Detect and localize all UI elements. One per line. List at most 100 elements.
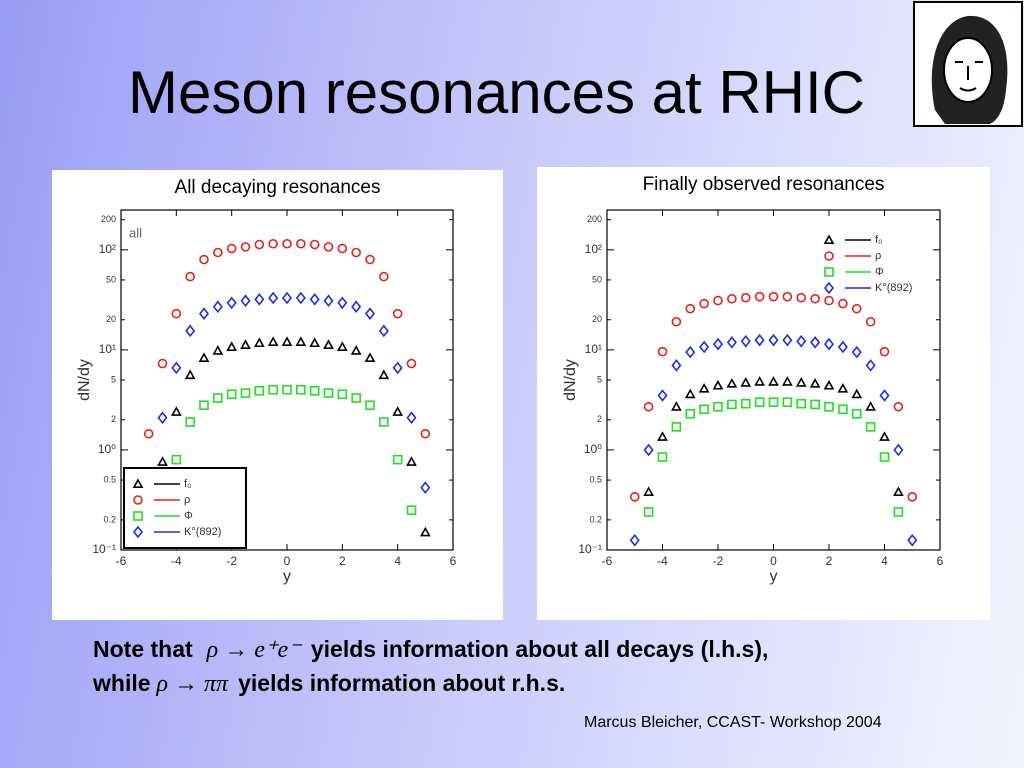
marker — [740, 292, 751, 303]
marker — [295, 291, 306, 305]
marker — [392, 454, 403, 465]
marker — [699, 404, 709, 415]
marker — [379, 417, 389, 427]
marker — [296, 238, 306, 249]
marker — [185, 417, 195, 427]
note-line: while ρ → ππ yields information about r.h.… — [93, 670, 565, 698]
marker — [213, 247, 223, 258]
marker — [171, 454, 182, 465]
y-tick-label: 10⁻¹ — [92, 542, 116, 556]
y-tick-label: 0.5 — [589, 474, 602, 484]
marker — [893, 486, 904, 496]
marker — [823, 337, 835, 351]
marker — [132, 478, 144, 489]
marker — [281, 291, 293, 305]
marker — [893, 507, 904, 517]
marker — [671, 316, 682, 327]
y-tick-label: 5 — [111, 374, 116, 384]
panel — [52, 170, 503, 620]
marker — [810, 336, 821, 349]
marker — [226, 341, 238, 351]
marker — [309, 239, 320, 250]
x-tick-label: -2 — [713, 554, 724, 568]
panel — [537, 167, 990, 620]
marker — [253, 337, 265, 348]
legend-label: ρ — [875, 250, 881, 262]
x-tick-label: 4 — [394, 554, 401, 568]
marker — [879, 452, 890, 462]
marker — [323, 339, 334, 349]
marker — [185, 324, 196, 338]
y-tick-label: 10⁰ — [584, 442, 602, 456]
marker — [712, 379, 724, 390]
marker — [879, 346, 890, 357]
marker — [865, 359, 876, 372]
marker — [907, 492, 918, 502]
marker — [171, 361, 182, 375]
marker — [657, 452, 668, 462]
marker — [309, 337, 321, 348]
marker — [323, 294, 334, 307]
marker — [295, 336, 307, 346]
marker — [740, 334, 751, 348]
marker — [782, 397, 793, 407]
marker — [713, 401, 723, 412]
portrait — [913, 1, 1023, 127]
y-axis-label: dN/dy — [562, 359, 579, 401]
marker — [879, 389, 890, 402]
y-tick-label: 5 — [597, 374, 602, 384]
marker — [240, 242, 251, 252]
y-tick-label: 200 — [587, 214, 602, 224]
marker — [795, 377, 807, 387]
slide-title: Meson resonances at RHIC — [128, 59, 865, 126]
marker — [698, 382, 710, 393]
y-tick-label: 2 — [111, 414, 116, 424]
marker — [657, 346, 668, 357]
marker — [351, 393, 361, 403]
marker — [671, 401, 682, 411]
marker — [268, 384, 278, 395]
marker — [198, 307, 210, 320]
marker — [824, 295, 834, 306]
x-axis-label: y — [770, 568, 778, 585]
marker — [823, 281, 835, 295]
x-tick-label: 4 — [881, 554, 888, 568]
marker — [782, 333, 793, 347]
marker — [364, 307, 376, 320]
marker — [378, 324, 389, 338]
marker — [212, 345, 224, 355]
legend-label: ρ — [184, 494, 190, 506]
marker — [392, 308, 403, 319]
marker — [254, 239, 265, 250]
marker — [838, 404, 848, 415]
marker — [768, 333, 779, 347]
marker — [157, 358, 168, 369]
marker — [823, 379, 835, 390]
y-tick-label: 10⁰ — [98, 442, 116, 456]
marker — [754, 333, 765, 347]
chart-title: All decaying resonances — [175, 177, 381, 198]
chart: Finally observed resonances 10⁻¹ 0.2 0.5 10⁰… — [537, 167, 990, 620]
marker — [171, 308, 182, 319]
marker — [824, 251, 834, 261]
marker — [754, 397, 765, 407]
marker — [240, 294, 251, 307]
marker — [379, 271, 389, 282]
chart-title: Finally observed resonances — [643, 174, 885, 195]
marker — [643, 401, 654, 412]
marker — [810, 399, 820, 410]
marker — [226, 389, 237, 400]
marker — [240, 388, 251, 398]
y-tick-label: 20 — [106, 314, 116, 324]
y-tick-label: 20 — [592, 314, 602, 324]
marker — [684, 388, 696, 399]
marker — [281, 336, 293, 346]
marker — [713, 295, 723, 306]
x-tick-label: 0 — [770, 554, 777, 568]
marker — [365, 400, 375, 410]
marker — [754, 376, 765, 386]
note-text: yields information about r.h.s. — [238, 670, 566, 696]
x-tick-label: 2 — [826, 554, 833, 568]
